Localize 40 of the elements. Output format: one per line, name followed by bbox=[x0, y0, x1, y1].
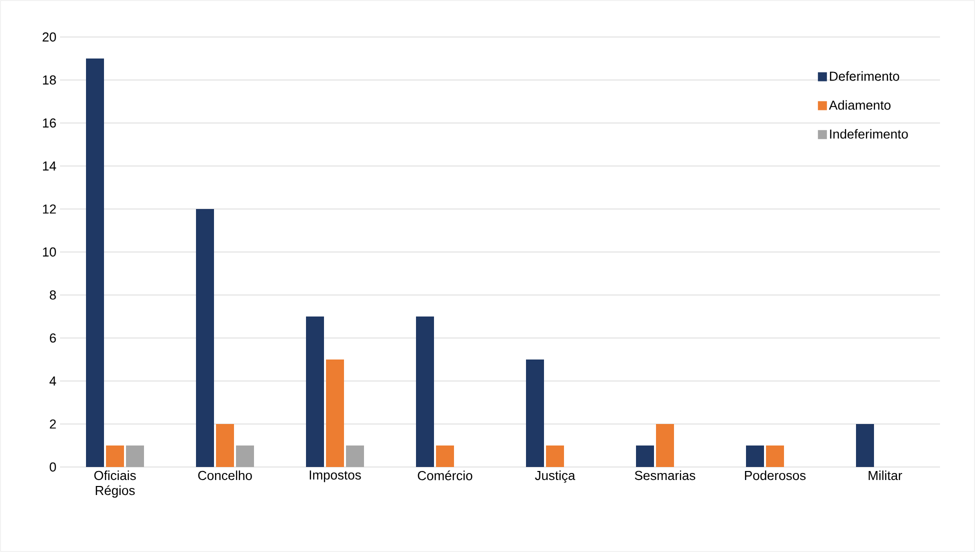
x-tick-label: Comércio bbox=[418, 470, 472, 480]
y-tick-label: 16 bbox=[42, 118, 56, 128]
bar bbox=[106, 446, 124, 467]
bar bbox=[326, 360, 344, 467]
legend-label: Indeferimento bbox=[830, 129, 908, 139]
bar bbox=[546, 446, 564, 467]
y-tick-label: 4 bbox=[50, 376, 56, 386]
bar bbox=[636, 446, 654, 467]
x-tick-label: Justiça bbox=[534, 470, 576, 483]
bar bbox=[86, 58, 104, 467]
y-tick-label: 10 bbox=[42, 247, 56, 257]
bar bbox=[236, 446, 254, 467]
bar bbox=[416, 316, 434, 467]
legend-label: Deferimento bbox=[830, 71, 900, 81]
bar bbox=[526, 360, 544, 467]
bar bbox=[196, 209, 214, 467]
y-tick-label: 18 bbox=[42, 75, 56, 85]
legend-label: Adiamento bbox=[828, 100, 890, 110]
x-tick-label: Militar bbox=[868, 470, 902, 480]
y-tick-label: 8 bbox=[50, 290, 56, 300]
bar bbox=[656, 424, 674, 467]
bar bbox=[766, 446, 784, 467]
x-tick-label: Sesmarias bbox=[634, 470, 696, 480]
x-tick-label: Oficiais Régios bbox=[94, 470, 136, 498]
bar bbox=[216, 424, 234, 467]
x-tick-label: Concelho bbox=[198, 470, 252, 480]
bar bbox=[126, 446, 144, 467]
y-tick-label: 0 bbox=[50, 462, 56, 472]
bar bbox=[306, 316, 324, 467]
x-tick-label: Poderosos bbox=[744, 470, 806, 480]
bar bbox=[856, 424, 874, 467]
y-tick-label: 14 bbox=[42, 162, 56, 170]
y-tick-label: 2 bbox=[50, 419, 56, 429]
y-tick-label: 6 bbox=[50, 333, 56, 343]
bar bbox=[346, 446, 364, 467]
y-tick-label: 20 bbox=[42, 32, 56, 42]
bar bbox=[746, 446, 764, 467]
y-tick-label: 12 bbox=[42, 204, 56, 214]
x-tick-label: Impostos bbox=[310, 470, 361, 482]
bar bbox=[436, 446, 454, 467]
